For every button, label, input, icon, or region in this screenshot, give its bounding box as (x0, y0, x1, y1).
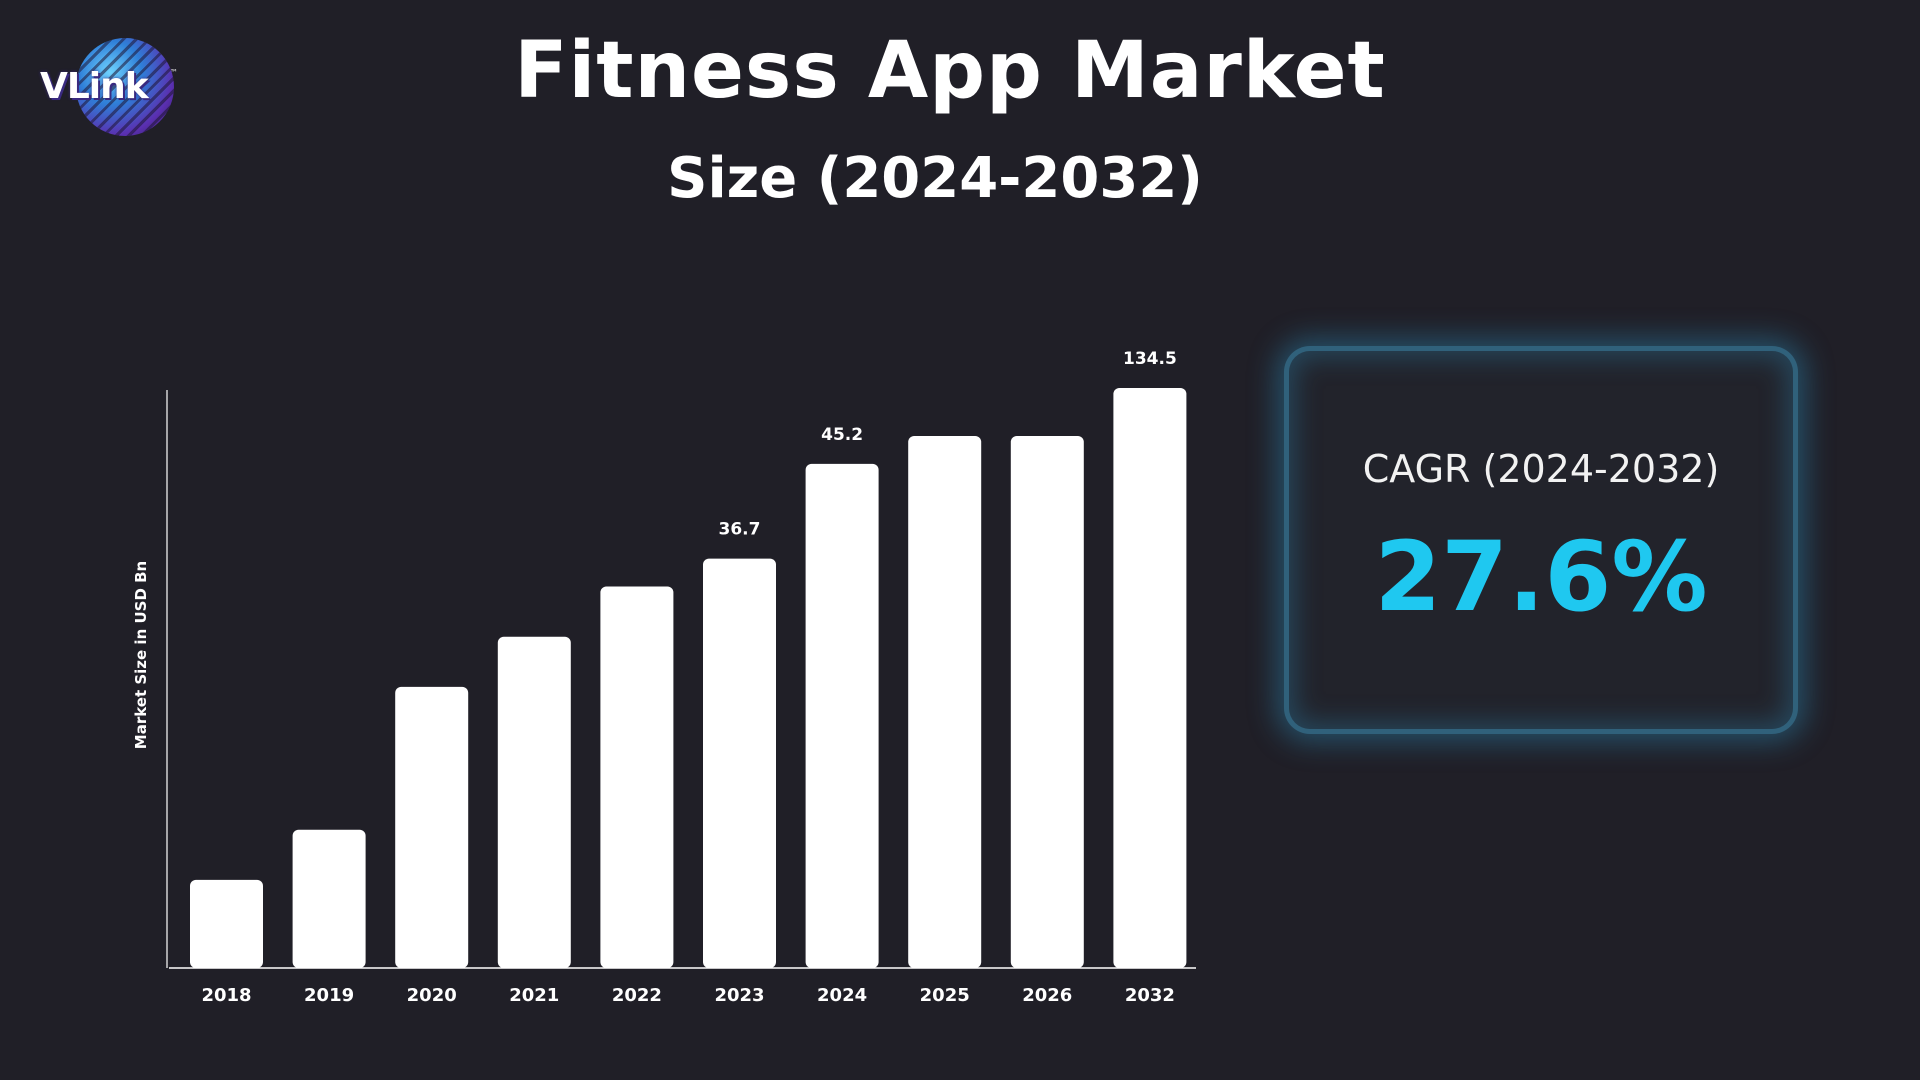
x-tick-label-2020: 2020 (407, 985, 457, 1006)
x-tick-label-2025: 2025 (920, 985, 970, 1006)
x-tick-label-2023: 2023 (714, 985, 764, 1006)
bar-2018 (190, 879, 263, 968)
bar-2032 (1113, 388, 1187, 968)
value-label-2032: 134.5 (1123, 349, 1177, 369)
bar-2025 (908, 435, 982, 968)
x-tick-label-2021: 2021 (509, 985, 559, 1006)
value-label-2023: 36.7 (719, 520, 761, 540)
logo-trademark: ™ (170, 68, 178, 77)
x-tick-label-2018: 2018 (201, 985, 251, 1006)
x-tick-label-2019: 2019 (304, 985, 354, 1006)
bar-2022 (600, 586, 674, 968)
x-tick-label-2024: 2024 (817, 985, 867, 1006)
bar-2019 (292, 829, 366, 968)
logo-text: VLink (40, 66, 149, 107)
bars-group: 2018 2019 2020 2021 2022 2023 36.7 2024 45.2 2025… (190, 349, 1187, 1006)
globe-icon (76, 38, 174, 136)
value-label-2024: 45.2 (821, 425, 863, 445)
bar-2020 (395, 686, 469, 968)
market-size-bar-chart: Market Size in USD Bn 2018 2019 2020 2021 20… (132, 349, 1196, 1006)
cagr-card: CAGR (2024-2032) 27.6% (1284, 346, 1798, 734)
x-tick-label-2032: 2032 (1125, 985, 1175, 1006)
bar-2021 (497, 636, 571, 968)
page-subtitle: Size (2024-2032) (667, 146, 1203, 211)
bar-2026 (1010, 435, 1084, 968)
y-axis-label: Market Size in USD Bn (132, 561, 150, 749)
cagr-label: CAGR (2024-2032) (1362, 447, 1720, 491)
x-tick-label-2026: 2026 (1022, 985, 1072, 1006)
bar-2023 (703, 558, 776, 968)
bar-2024 (805, 463, 879, 968)
vlink-logo: VLink ™ (36, 36, 186, 146)
cagr-value: 27.6% (1374, 521, 1708, 633)
page-title: Fitness App Market (514, 26, 1386, 116)
x-tick-label-2022: 2022 (612, 985, 662, 1006)
